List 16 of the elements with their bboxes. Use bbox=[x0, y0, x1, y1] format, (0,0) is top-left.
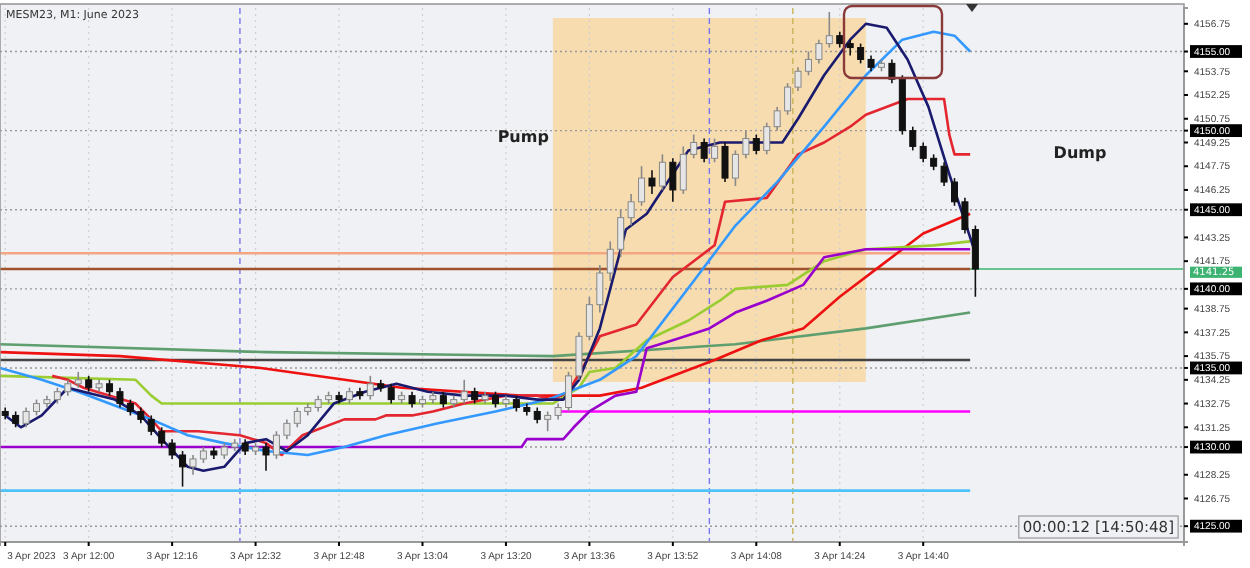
candlestick bbox=[700, 137, 708, 164]
candlestick bbox=[721, 141, 729, 183]
candlestick bbox=[752, 133, 760, 156]
band-label: Pump bbox=[497, 128, 550, 146]
line-series bbox=[0, 311, 972, 358]
candlestick bbox=[669, 157, 677, 203]
candlestick bbox=[387, 382, 395, 405]
annotation: Dump bbox=[1053, 144, 1107, 162]
candlestick bbox=[366, 375, 374, 401]
candlestick bbox=[658, 153, 666, 191]
line-series bbox=[50, 97, 972, 457]
candlestick bbox=[763, 121, 771, 156]
candlestick bbox=[262, 442, 270, 472]
candlestick bbox=[460, 379, 468, 405]
candlestick bbox=[711, 137, 719, 164]
candlestick bbox=[648, 169, 656, 195]
